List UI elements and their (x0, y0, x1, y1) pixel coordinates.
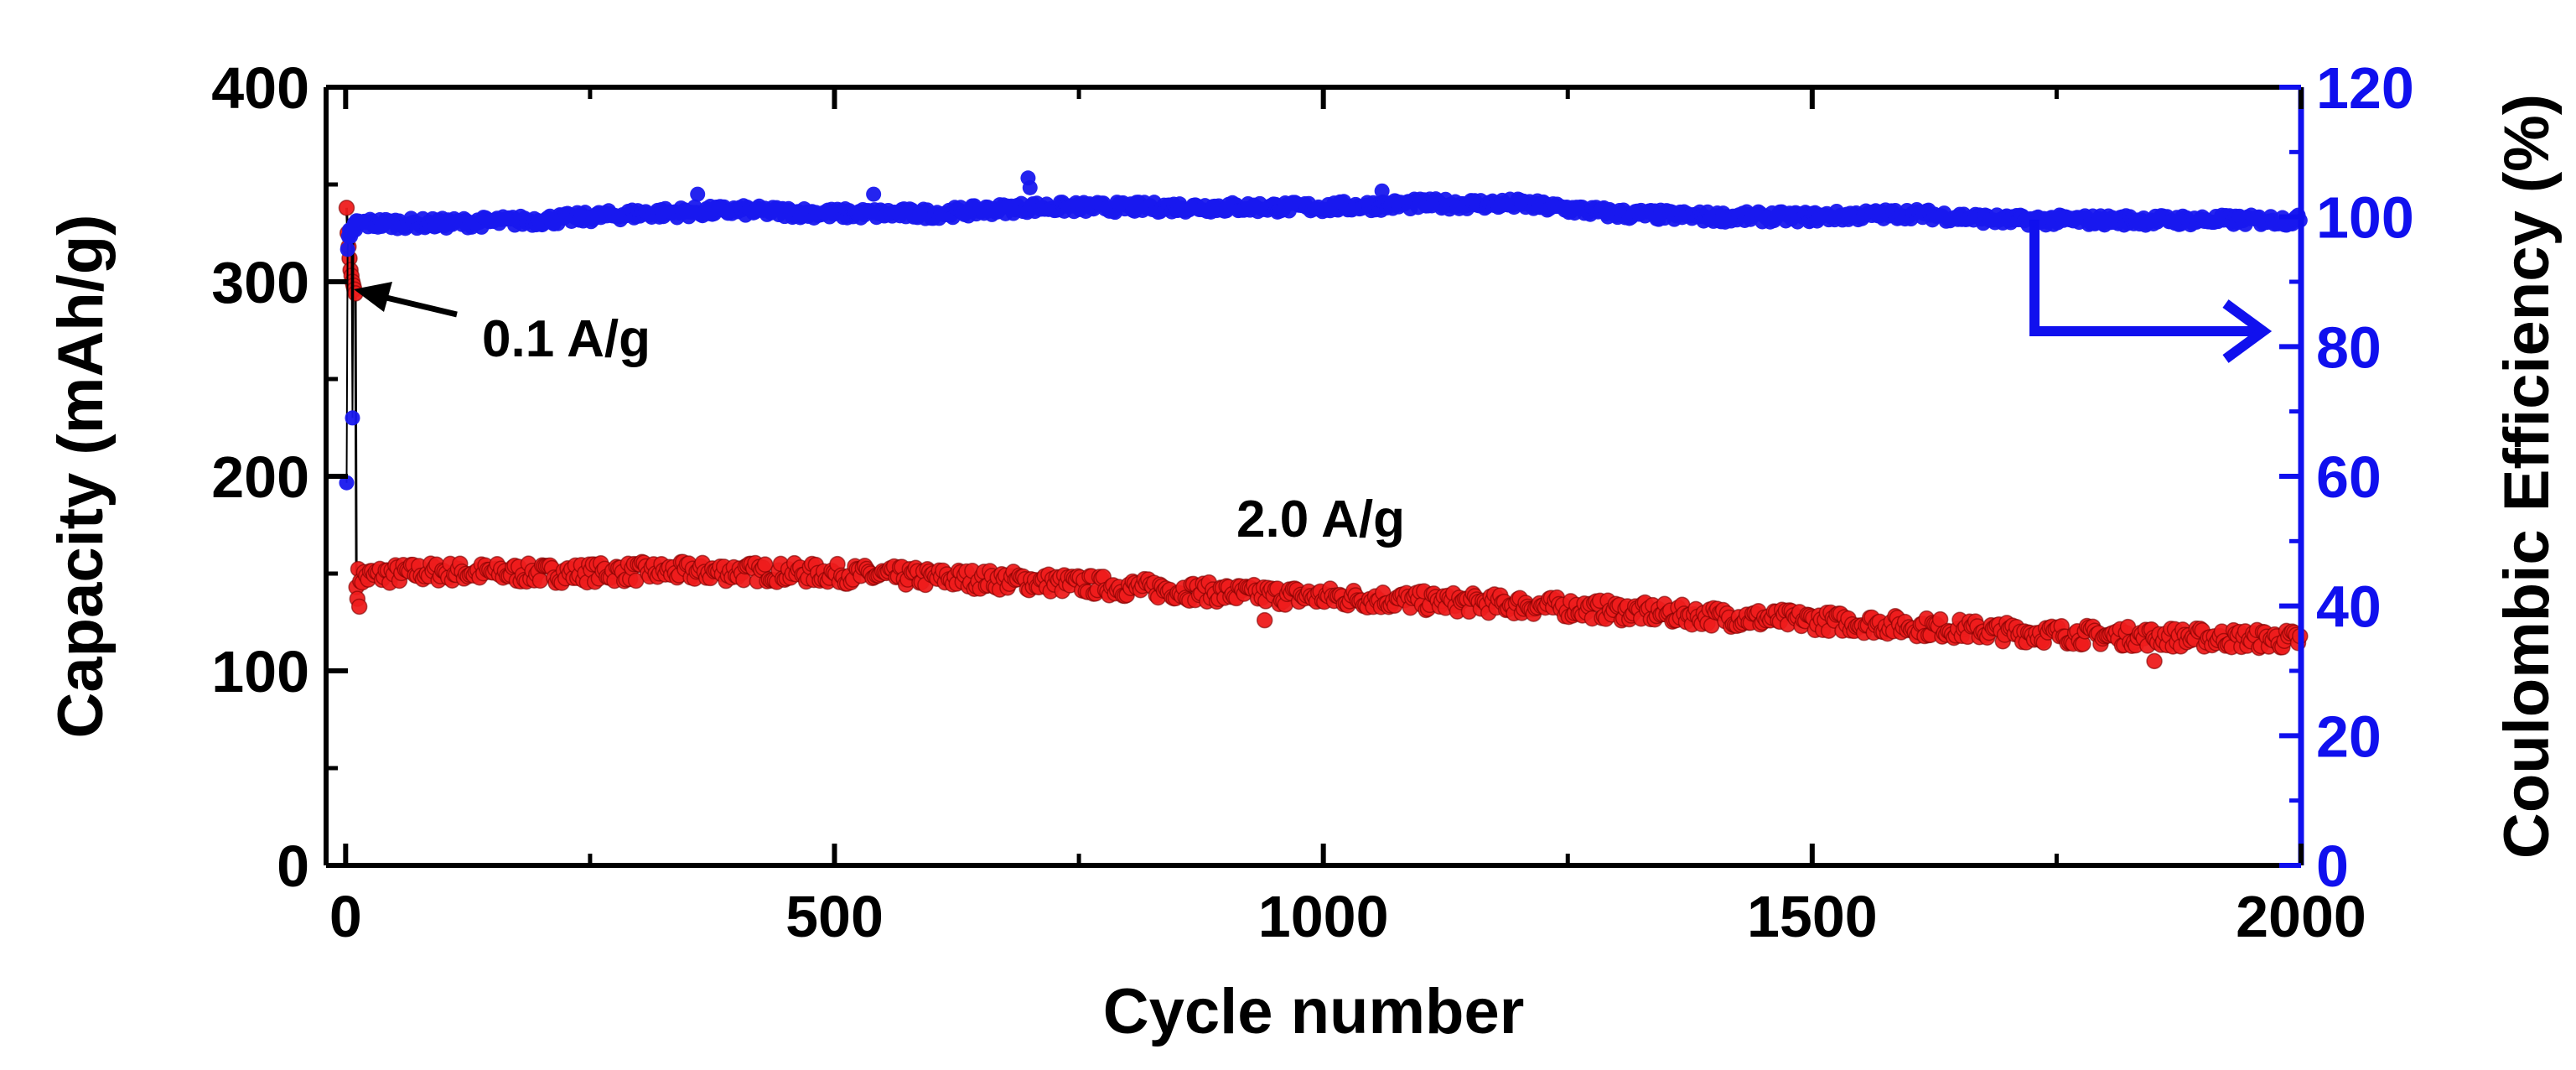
efficiency-arrow-path (2029, 220, 2255, 336)
right-y-axis-title: Coulombic Efficiency (%) (2491, 94, 2563, 859)
left-y-tick-label: 300 (211, 250, 309, 315)
efficiency-point-early (345, 410, 360, 426)
efficiency-outlier-point (866, 186, 882, 202)
x-tick-label: 500 (785, 884, 884, 949)
left-y-tick-label: 0 (277, 834, 309, 899)
left-y-tick-label: 400 (211, 55, 309, 121)
efficiency-axis-arrow (2029, 220, 2273, 363)
efficiency-early-line (345, 223, 356, 483)
annotation-0-1-ag: 0.1 A/g (354, 282, 650, 368)
x-tick-label: 0 (329, 884, 362, 949)
right-y-tick-label: 60 (2316, 444, 2382, 510)
capacity-outlier-point (2146, 652, 2163, 670)
x-tick-label: 1500 (1747, 884, 1878, 949)
right-y-tick-label: 100 (2316, 185, 2414, 251)
capacity-series (338, 200, 2309, 670)
right-y-tick-label: 80 (2316, 314, 2382, 380)
left-y-tick-label: 100 (211, 639, 309, 704)
x-axis-title: Cycle number (1103, 976, 1525, 1047)
left-y-axis-title: Capacity (mAh/g) (45, 215, 117, 739)
efficiency-outlier-point (1374, 183, 1390, 199)
right-y-tick-label: 120 (2316, 55, 2414, 121)
efficiency-outlier-point (690, 186, 706, 202)
left-y-tick-label: 200 (211, 444, 309, 510)
right-y-tick-label: 0 (2316, 834, 2349, 899)
capacity-point (531, 572, 549, 590)
right-y-tick-label: 40 (2316, 574, 2382, 640)
capacity-point-0-1-ag (338, 200, 355, 216)
x-tick-label: 1000 (1258, 884, 1389, 949)
annotation-label-2-0-ag: 2.0 A/g (1236, 491, 1405, 548)
capacity-outlier-point (350, 598, 368, 616)
capacity-outlier-point (1256, 611, 1273, 629)
capacity-point (756, 556, 774, 573)
efficiency-outlier-point (1022, 179, 1038, 195)
right-y-tick-label: 20 (2316, 704, 2382, 769)
annotation-label-0-1-ag: 0.1 A/g (482, 310, 650, 368)
